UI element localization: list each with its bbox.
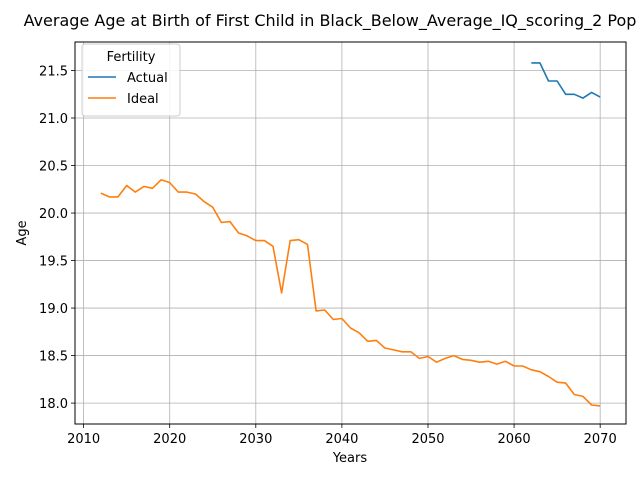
y-tick-label: 19.0 (39, 302, 68, 317)
chart-title: Average Age at Birth of First Child in B… (24, 11, 637, 31)
legend-label-actual: Actual (127, 71, 168, 86)
x-tick-label: 2050 (411, 432, 444, 447)
y-tick-label: 20.5 (39, 160, 68, 175)
x-tick-label: 2010 (67, 432, 100, 447)
x-tick-label: 2030 (239, 432, 272, 447)
x-tick-label: 2060 (498, 432, 531, 447)
legend-label-ideal: Ideal (127, 92, 159, 107)
y-axis-ticks: 18.0 18.5 19.0 19.5 20.0 20.5 21.0 21.5 (39, 65, 75, 412)
legend-title: Fertility (107, 50, 156, 65)
series-lines (100, 62, 601, 407)
x-tick-label: 2040 (325, 432, 358, 447)
y-tick-label: 20.0 (39, 207, 68, 222)
series-line-ideal (100, 179, 601, 407)
legend: Fertility Actual Ideal (81, 43, 181, 117)
y-tick-label: 18.0 (39, 397, 68, 412)
plot-frame (74, 41, 627, 425)
x-axis-ticks: 2010 2020 2030 2040 2050 2060 2070 (67, 424, 617, 447)
y-tick-label: 18.5 (39, 350, 68, 365)
grid-lines (75, 42, 626, 424)
x-tick-label: 2020 (153, 432, 186, 447)
series-line-actual (531, 62, 601, 99)
x-axis-label: Years (332, 451, 368, 466)
y-axis-label: Age (15, 220, 30, 245)
y-tick-label: 21.5 (39, 65, 68, 80)
y-tick-label: 21.0 (39, 112, 68, 127)
y-tick-label: 19.5 (39, 255, 68, 270)
x-tick-label: 2070 (584, 432, 617, 447)
